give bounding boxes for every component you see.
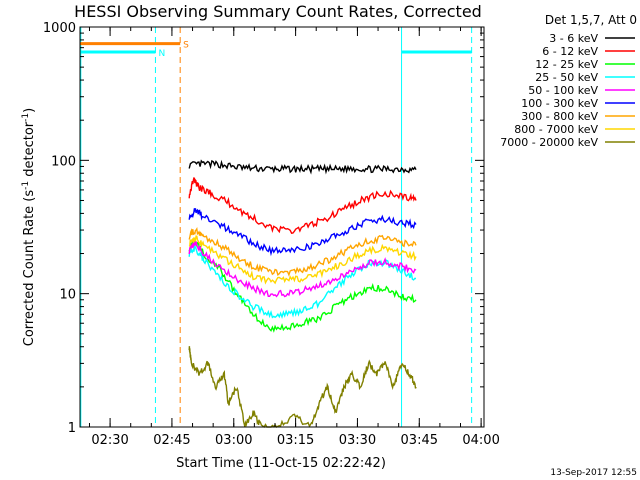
legend-label: 300 - 800 keV — [521, 110, 598, 123]
x-axis: 02:30 02:45 03:00 03:15 03:30 03:45 04:00 — [88, 27, 500, 448]
legend-label: 50 - 100 keV — [528, 84, 598, 97]
legend-label: 12 - 25 keV — [535, 58, 598, 71]
x-tick-label: 02:30 — [91, 433, 128, 448]
x-tick-label: 03:00 — [215, 433, 252, 448]
series-line-2 — [188, 240, 417, 333]
y-axis-label-sup2: -1 — [21, 113, 31, 122]
series-line-1 — [188, 177, 417, 234]
series-line-4 — [188, 241, 417, 298]
legend-label: 6 - 12 keV — [542, 45, 598, 58]
flag-bars: SN — [80, 41, 472, 59]
legend-label: 100 - 300 keV — [521, 97, 598, 110]
series-line-0 — [188, 159, 417, 175]
plot-frame — [79, 26, 485, 428]
x-tick-label: 02:45 — [153, 433, 190, 448]
y-axis-label-sup1: -1 — [21, 181, 31, 190]
y-tick-label: 10 — [59, 288, 76, 303]
legend-header: Det 1,5,7, Att 0 — [545, 13, 637, 27]
vertical-markers — [80, 27, 473, 427]
y-axis-label: Corrected Count Rate (s-1 detector-1) — [21, 108, 37, 346]
series-line-6 — [188, 227, 417, 277]
legend-label: 3 - 6 keV — [549, 32, 598, 45]
y-tick-label: 1000 — [43, 21, 76, 36]
x-axis-label: Start Time (11-Oct-15 02:22:42) — [176, 456, 386, 471]
series-line-7 — [188, 235, 417, 285]
y-axis-label-mid: detector — [22, 121, 37, 181]
legend-label: 25 - 50 keV — [535, 71, 598, 84]
series-line-5 — [188, 208, 417, 257]
y-tick-label: 1 — [68, 421, 76, 436]
flag-label-0: S — [183, 41, 189, 51]
legend-label: 800 - 7000 keV — [514, 123, 598, 136]
timestamp: 13-Sep-2017 12:55 — [550, 468, 637, 478]
x-tick-label: 04:00 — [462, 433, 499, 448]
series-group — [188, 159, 417, 429]
flag-label-1: N — [158, 49, 165, 59]
x-tick-label: 03:15 — [277, 433, 314, 448]
chart-title: HESSI Observing Summary Count Rates, Cor… — [74, 2, 482, 21]
y-tick-label: 100 — [51, 154, 76, 169]
x-tick-label: 03:45 — [401, 433, 438, 448]
y-axis-label-main: Corrected Count Rate (s — [22, 190, 37, 347]
y-axis: 1 10 100 1000 — [43, 21, 484, 436]
x-tick-label: 03:30 — [339, 433, 376, 448]
series-line-8 — [188, 346, 417, 429]
legend-label: 7000 - 20000 keV — [500, 136, 598, 149]
y-axis-label-end: ) — [22, 108, 37, 113]
